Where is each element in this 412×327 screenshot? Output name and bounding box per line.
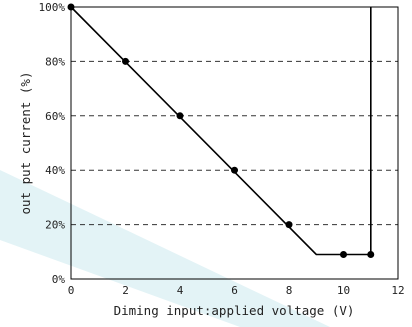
x-tick-label: 4 — [177, 284, 184, 297]
y-tick-label: 20% — [45, 219, 65, 232]
data-point — [285, 221, 293, 229]
data-point — [367, 251, 375, 259]
data-point — [122, 57, 129, 65]
x-tick-labels: 0 2 4 6 8 10 12 — [68, 284, 405, 297]
series-markers — [67, 3, 375, 259]
watermark — [0, 170, 330, 327]
plot-frame — [70, 6, 399, 280]
axes — [70, 6, 399, 280]
data-point — [67, 3, 75, 11]
data-point — [176, 112, 184, 120]
y-axis-title: out put current (%) — [18, 72, 33, 215]
x-tick-label: 8 — [286, 284, 293, 297]
x-tick-label: 6 — [231, 284, 238, 297]
y-tick-label: 0% — [52, 273, 66, 286]
y-tick-labels: 0% 20% 40% 60% 80% 100% — [39, 1, 66, 286]
y-tick-label: 40% — [45, 164, 65, 177]
x-tick-label: 0 — [68, 284, 75, 297]
grid — [71, 60, 398, 226]
x-tick-label: 2 — [122, 284, 129, 297]
series-line — [70, 6, 372, 256]
data-point — [340, 251, 347, 259]
x-tick-label: 10 — [337, 284, 350, 297]
series-line-path — [70, 6, 372, 256]
y-tick-label: 80% — [45, 55, 65, 68]
y-tick-label: 100% — [39, 1, 66, 14]
y-tick-label: 60% — [45, 110, 65, 123]
x-tick-label: 12 — [391, 284, 404, 297]
x-axis-title: Diming input:applied voltage (V) — [114, 303, 355, 318]
data-point — [231, 166, 238, 174]
